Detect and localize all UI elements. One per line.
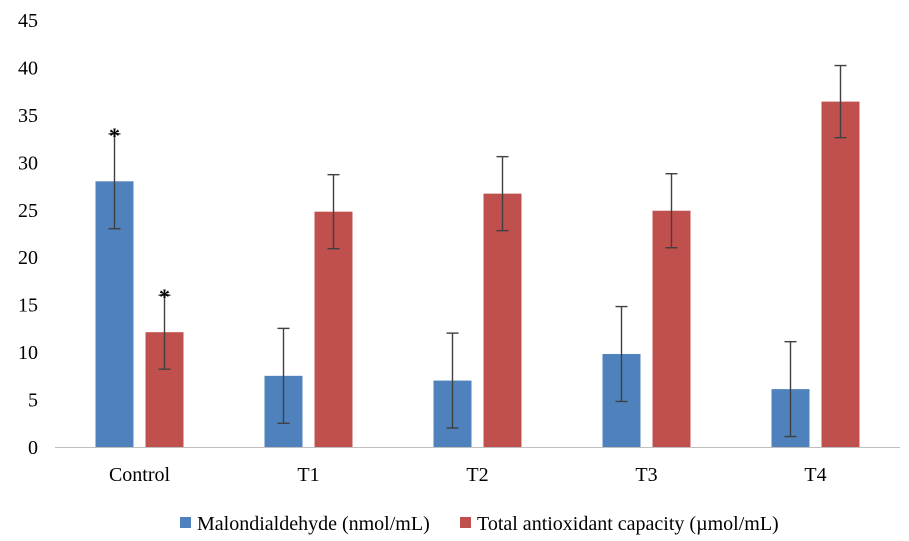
error-bars (108, 64, 847, 438)
bar-total-antioxidant-capacity (652, 210, 691, 447)
y-tick-label: 20 (18, 247, 38, 269)
y-axis-ticks: 0 5 10 15 20 25 30 35 40 45 (18, 10, 38, 459)
legend-swatch (460, 517, 471, 528)
significance-star: * (159, 284, 170, 309)
y-tick-label: 0 (28, 437, 38, 459)
y-tick-label: 15 (18, 295, 38, 317)
x-axis-tick-labels: Control T1 T2 T3 T4 (109, 464, 827, 486)
x-tick-label: T2 (466, 464, 488, 486)
bar-total-antioxidant-capacity (821, 101, 860, 448)
x-tick-label: T4 (804, 464, 826, 486)
significance-markers: ** (109, 123, 170, 309)
legend: Malondialdehyde (nmol/mL) Total antioxida… (180, 513, 779, 535)
bar-total-antioxidant-capacity (483, 193, 522, 447)
legend-label: Malondialdehyde (nmol/mL) (197, 513, 430, 535)
y-tick-label: 25 (18, 200, 38, 222)
bars (95, 101, 860, 448)
bar-total-antioxidant-capacity (314, 211, 353, 447)
y-tick-label: 35 (18, 105, 38, 127)
legend-swatch (180, 517, 191, 528)
y-tick-label: 40 (18, 57, 38, 79)
x-tick-label: Control (109, 464, 171, 486)
y-tick-label: 5 (28, 390, 38, 412)
x-tick-label: T1 (297, 464, 319, 486)
legend-label: Total antioxidant capacity (µmol/mL) (477, 513, 779, 535)
y-tick-label: 10 (18, 342, 38, 364)
y-tick-label: 45 (18, 10, 38, 32)
x-tick-label: T3 (635, 464, 657, 486)
y-tick-label: 30 (18, 152, 38, 174)
significance-star: * (109, 123, 120, 148)
